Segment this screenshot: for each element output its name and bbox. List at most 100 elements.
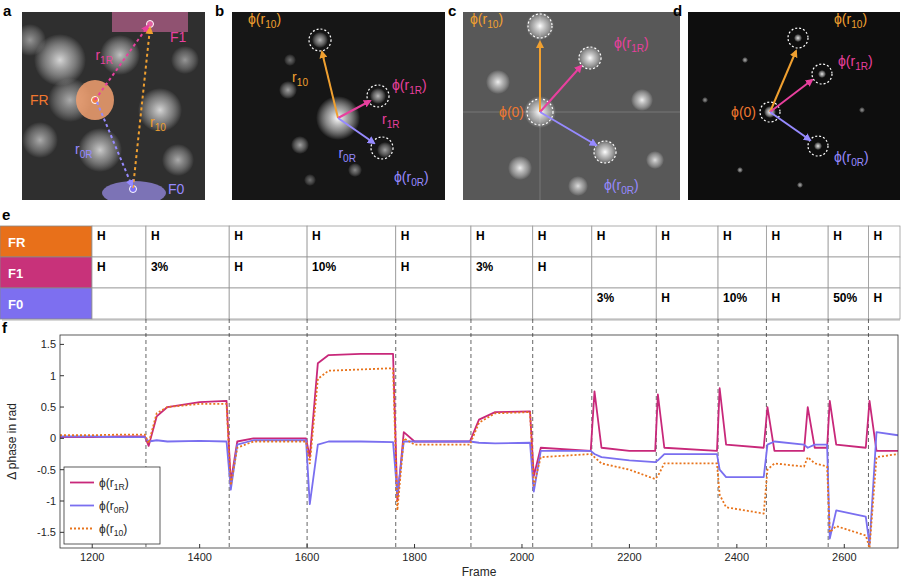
panel-letter: b [215,2,224,19]
peak-circle [579,47,601,69]
label-main: ϕ(r [99,476,114,490]
spot [370,88,386,104]
vector-arrow [338,118,374,143]
panel-label: ϕ(r1R) [838,53,873,72]
image-background [22,12,205,200]
x-tick-label: 1800 [402,551,426,563]
spot [646,151,664,169]
table-cell [307,257,396,288]
panel-letter: e [2,206,10,223]
y-tick-label: 1.5 [41,338,56,350]
label-main: FR [30,92,49,108]
table-cell [656,257,718,288]
legend-swatch [70,505,94,507]
panel-b: ϕ(r10)r10ϕ(r1R)r1Rr0Rϕ(r0R)b [215,2,445,200]
label-tail: ) [634,177,639,193]
label-sub: 1R [114,482,125,492]
panel-label: r10 [150,114,166,133]
spot [578,46,602,70]
table-cell [396,257,471,288]
x-tick [414,544,415,548]
cell-text: H [873,291,882,305]
panel-label: r1R [95,47,113,66]
cell-text: H [151,229,160,243]
spot [162,144,194,176]
table-cell [471,226,533,257]
series-line [60,368,898,548]
label-sub: 0R [114,505,125,515]
x-tick [199,544,200,548]
spot [508,156,532,180]
label-tail: ) [644,35,649,51]
table-cell [592,226,656,257]
panel-label: ϕ(r0R) [604,177,639,196]
x-tick [844,544,845,548]
cell-text: H [873,229,882,243]
cell-text: H [234,229,243,243]
x-tick-label: 1600 [295,551,319,563]
x-tick-label: 1400 [187,551,211,563]
x-axis-title: Frame [462,565,497,579]
panel-label: r0R [338,145,356,164]
table-cell [766,288,828,319]
cell-text: H [723,229,732,243]
label-main: ϕ(r [838,53,856,69]
label-tail: ) [862,11,867,27]
transition-line [307,319,308,548]
table-cell [307,226,396,257]
spot [859,107,865,113]
label-tail: ) [125,476,129,490]
spot [568,176,588,196]
label-tail: ) [125,499,129,513]
panel-label: F0 [168,181,185,197]
peak-circle [309,29,331,51]
crosshair [463,112,680,113]
table-cell [868,257,900,288]
label-sub: 0R [851,157,864,168]
panel-letter: f [2,319,8,336]
y-tick [60,375,64,376]
label-main: ϕ(r [394,169,412,185]
row-header: F0 [8,297,23,312]
table-cell [533,288,592,319]
cell-text: H [771,229,780,243]
cell-text: H [833,229,842,243]
table-cell [229,257,307,288]
table-cell [92,288,146,319]
spot [22,24,46,56]
panel-label: ϕ(0) [731,104,756,120]
label-tail: ) [123,522,127,536]
peak-circle [788,28,808,48]
label-main: ϕ(r [614,35,632,51]
spot [797,182,803,188]
x-tick [736,544,737,548]
peak-circle [371,137,393,159]
spot [312,32,328,48]
table-cell [718,257,766,288]
legend-label: ϕ(r10) [99,522,127,538]
table-cell [592,288,656,319]
spot [818,70,826,78]
vector-arrow [97,102,132,186]
transition-line [868,319,869,548]
cell-text: H [661,229,670,243]
panel-label: ϕ(r1R) [392,77,427,96]
series-line [60,432,898,545]
cell-text: H [401,260,410,274]
table-cell [656,288,718,319]
cell-text: H [538,229,547,243]
x-tick [629,544,630,548]
label-sub: 1R [631,43,644,54]
peak-circle [808,136,828,156]
panel-label: ϕ(0) [499,104,524,120]
label-tail: ) [498,11,503,27]
peak-circle [594,141,616,163]
panel-label: ϕ(r0R) [394,169,429,188]
peak-circle [367,85,389,107]
table-cell [828,226,868,257]
x-tick-label: 2200 [617,551,641,563]
table-cell [92,257,146,288]
spot [304,174,316,186]
label-sub: 1R [855,61,868,72]
panel-letter: a [3,2,12,19]
